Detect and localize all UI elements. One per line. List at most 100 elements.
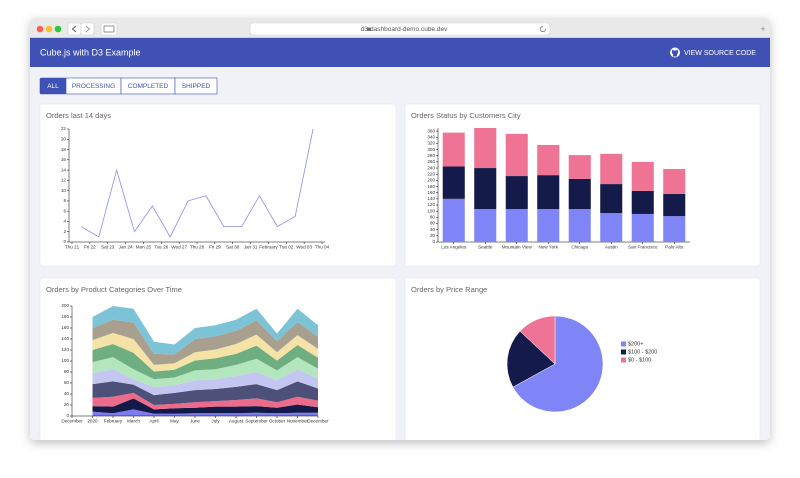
- bar-segment: [442, 166, 465, 199]
- x-tick-label: June: [190, 419, 200, 424]
- y-tick-label: 4: [63, 219, 66, 224]
- y-tick-label: 6: [63, 208, 66, 213]
- y-tick-label: 160: [61, 325, 69, 330]
- legend-swatch: [621, 357, 626, 363]
- bar-segment: [505, 176, 528, 210]
- cards: Orders last 14 days 0 2 4 6 8 10 12 14 16 18 20 22 Th…: [39, 103, 761, 440]
- bar-segment: [568, 178, 591, 210]
- x-tick-label: Jan 24: [119, 245, 133, 250]
- y-tick-label: 8: [63, 198, 66, 203]
- forward-button[interactable]: [80, 22, 95, 36]
- x-tick-label: Sat 30: [226, 245, 240, 250]
- bar-segment: [568, 155, 591, 179]
- y-tick-label: 0: [66, 413, 69, 418]
- y-tick-label: 180: [61, 314, 69, 319]
- chart-title: Orders by Product Categories Over Time: [46, 285, 182, 294]
- bar-segment: [442, 132, 465, 167]
- tab-label[interactable]: SHIPPED: [182, 83, 211, 90]
- area: [92, 369, 318, 396]
- x-tick-label: Mon 25: [136, 245, 152, 250]
- tab-label[interactable]: PROCESSING: [72, 83, 115, 90]
- pie-slice: [512, 315, 604, 413]
- y-tick-label: 12: [61, 178, 67, 183]
- x-tick-label: Los Angeles: [441, 245, 467, 250]
- y-tick-label: 140: [61, 336, 69, 341]
- y-tick-label: 120: [427, 202, 435, 207]
- y-tick-label: 16: [61, 157, 67, 162]
- y-tick-label: 18: [61, 147, 67, 152]
- tab-label[interactable]: ALL: [47, 83, 59, 90]
- x-tick-label: New York: [539, 245, 559, 250]
- chart-title: Orders last 14 days: [46, 111, 111, 120]
- y-tick-label: 10: [61, 188, 67, 193]
- card-background: [39, 103, 397, 267]
- x-tick-label: Mountain View: [502, 245, 533, 250]
- legend-swatch: [621, 349, 626, 355]
- y-tick-label: 2: [63, 229, 66, 234]
- y-tick-label: 60: [430, 221, 436, 226]
- line: [80, 128, 314, 238]
- bar-segment: [663, 168, 686, 194]
- x-tick-label: December: [61, 419, 83, 424]
- y-tick-label: 120: [61, 347, 69, 352]
- area: [92, 306, 318, 355]
- y-tick-label: 14: [61, 167, 67, 172]
- x-tick-label: Tue 02: [279, 245, 294, 250]
- area: [92, 392, 318, 410]
- pie-slice: [506, 330, 556, 388]
- lock-icon: [367, 27, 371, 31]
- area: [92, 319, 318, 365]
- new-tab-button[interactable]: +: [760, 24, 765, 34]
- chart-title: Orders by Price Range: [411, 285, 487, 294]
- bar-segment: [474, 168, 497, 210]
- tab[interactable]: [174, 77, 218, 95]
- bar-segment: [631, 161, 654, 191]
- y-tick-label: 0: [432, 239, 435, 244]
- back-button[interactable]: [67, 22, 82, 36]
- bar-segment: [600, 153, 623, 185]
- app-title: Cube.js with D3 Example: [40, 47, 141, 57]
- y-tick-label: 100: [61, 358, 69, 363]
- tab-bar: ALL PROCESSING COMPLETED SHIPPED: [39, 77, 218, 95]
- x-tick-label: February: [259, 245, 278, 250]
- url: d3-dashboard-demo.cube.dev: [361, 26, 448, 33]
- y-tick-label: 280: [427, 153, 435, 158]
- x-tick-label: April: [149, 419, 158, 424]
- x-tick-label: Jan 31: [244, 245, 258, 250]
- y-tick-label: 240: [427, 165, 435, 170]
- x-tick-label: Palo Alto: [665, 245, 684, 250]
- url-bar[interactable]: [249, 22, 551, 36]
- y-tick-label: 40: [64, 391, 70, 396]
- area: [92, 409, 318, 416]
- legend-label: $0 - $100: [628, 357, 651, 363]
- bar-segment: [505, 133, 528, 177]
- y-tick-label: 20: [64, 402, 70, 407]
- x-tick-label: September: [245, 419, 268, 424]
- y-tick-label: 20: [61, 136, 67, 141]
- reload-button[interactable]: [539, 26, 546, 33]
- view-source-link[interactable]: VIEW SOURCE CODE: [684, 50, 756, 57]
- card: Orders last 14 days 0 2 4 6 8 10 12 14 16 18 20 22 Th…: [39, 103, 397, 267]
- maximize-button[interactable]: [54, 25, 62, 33]
- x-tick-label: May: [170, 419, 179, 424]
- y-tick-label: 360: [427, 128, 435, 133]
- tab-label[interactable]: COMPLETED: [128, 83, 169, 90]
- x-tick-label: Fri 22: [84, 245, 96, 250]
- bar-segment: [600, 213, 623, 242]
- y-tick-label: 180: [427, 184, 435, 189]
- x-tick-label: Sat 23: [101, 245, 115, 250]
- area: [92, 343, 318, 380]
- bar-segment: [663, 216, 686, 242]
- bar-segment: [537, 175, 560, 210]
- window-content: d3-dashboard-demo.cube.dev + Cube.js wit…: [30, 18, 770, 440]
- sidebar-button[interactable]: [100, 22, 118, 36]
- legend-label: $200+: [628, 341, 643, 347]
- pie-slice: [519, 315, 556, 365]
- close-button[interactable]: [36, 25, 44, 33]
- x-tick-label: November: [287, 419, 309, 424]
- minimize-button[interactable]: [45, 25, 53, 33]
- y-tick-label: 80: [64, 369, 70, 374]
- x-tick-label: Thu 21: [65, 245, 80, 250]
- card: Orders by Price Range $200+ $100 - $200 $0 …: [404, 277, 761, 440]
